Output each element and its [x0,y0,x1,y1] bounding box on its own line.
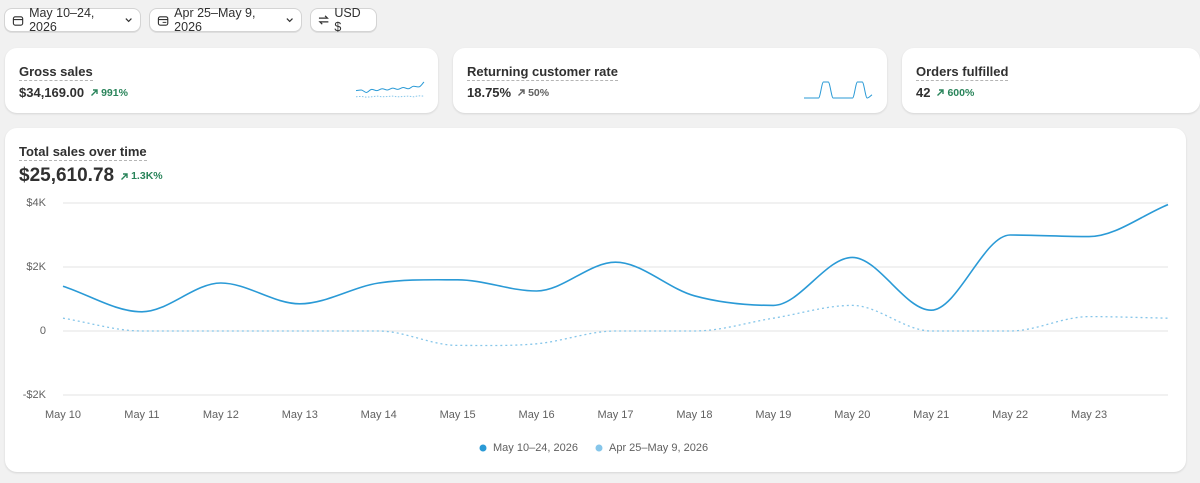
chevron-icon [125,18,132,23]
metric-value: 18.75% [467,85,512,100]
delta: 600% [936,87,974,99]
metric-card: Orders fulfilled 42 600% [902,48,1200,113]
x-tick-label: May 19 [755,409,791,421]
x-tick-label: May 12 [203,409,239,421]
button-label: USD $ [334,6,361,34]
sparkline-current [804,81,873,99]
metric-value-row: $34,169.00 991% [19,85,128,100]
delta: 1.3K% [120,170,163,182]
button-label: May 10–24, 2026 [29,6,95,34]
delta-value: 1.3K% [131,170,163,182]
x-tick-label: May 11 [124,409,159,421]
delta-value: 991% [101,86,128,99]
sparkline-current [355,81,425,93]
x-tick-label: May 16 [519,409,555,421]
compare-range-button[interactable]: Apr 25–May 9, 2026 [149,6,302,34]
x-tick-label: May 18 [676,409,712,421]
legend-swatch [479,444,487,452]
sparkline [355,81,425,98]
metric-title: Gross sales [19,64,93,81]
y-tick-label: -$2K [23,389,47,401]
legend-label: May 10–24, 2026 [493,442,578,454]
series-line [62,304,1169,347]
metric-title: Orders fulfilled [916,64,1009,81]
currency-button[interactable]: USD $ [310,6,377,34]
x-tick-label: May 10 [45,409,81,421]
y-tick-label: $4K [26,197,46,209]
delta: 991% [90,87,128,99]
metric-value-row: 42 600% [916,85,974,100]
x-tick-label: May 15 [440,409,476,421]
line-chart: -$2K 0 $2K $4K May 10 May 11 May 12 May 13 May 1… [23,197,1169,454]
y-tick-label: 0 [40,325,46,337]
calendar-icon [12,15,24,26]
arrow-up-icon [937,89,945,96]
metric-value: $34,169.00 [19,85,85,100]
delta: 50% [517,87,549,99]
metric-title: Returning customer rate [467,64,618,81]
x-tick-label: May 22 [992,409,1028,421]
total-value: $25,610.78 [19,165,115,186]
sparkline-previous [355,95,425,98]
swap-icon [318,15,329,25]
chart-total: $25,610.78 1.3K% [19,165,163,187]
x-tick-label: May 21 [913,409,949,421]
metric-value-row: 18.75% 50% [467,85,549,100]
chart-title: Total sales over time [19,144,147,161]
x-tick-label: May 23 [1071,409,1107,421]
x-tick-label: May 17 [597,409,633,421]
series-line [62,203,1169,313]
sparkline [804,81,873,99]
legend-label: Apr 25–May 9, 2026 [609,442,708,454]
arrow-up-icon [91,89,98,96]
chevron-icon [286,18,293,23]
x-tick-label: May 20 [834,409,870,421]
legend-swatch [595,444,603,452]
arrow-up-icon [121,172,128,180]
arrow-up-icon [518,89,525,96]
date-range-button[interactable]: May 10–24, 2026 [4,6,141,34]
button-label: Apr 25–May 9, 2026 [174,6,256,34]
x-tick-label: May 13 [282,409,318,421]
x-tick-label: May 14 [361,409,397,421]
metric-card: Returning customer rate 18.75% 50% [453,48,887,113]
metric-card: Gross sales $34,169.00 991% [5,48,438,113]
delta-value: 600% [947,86,975,99]
y-tick-label: $2K [26,261,46,273]
calendar-compare-icon [157,15,169,26]
metric-value: 42 [916,85,931,100]
sales-chart-card: Total sales over time $25,610.78 1.3K% -… [5,128,1186,472]
delta-value: 50% [528,86,550,99]
